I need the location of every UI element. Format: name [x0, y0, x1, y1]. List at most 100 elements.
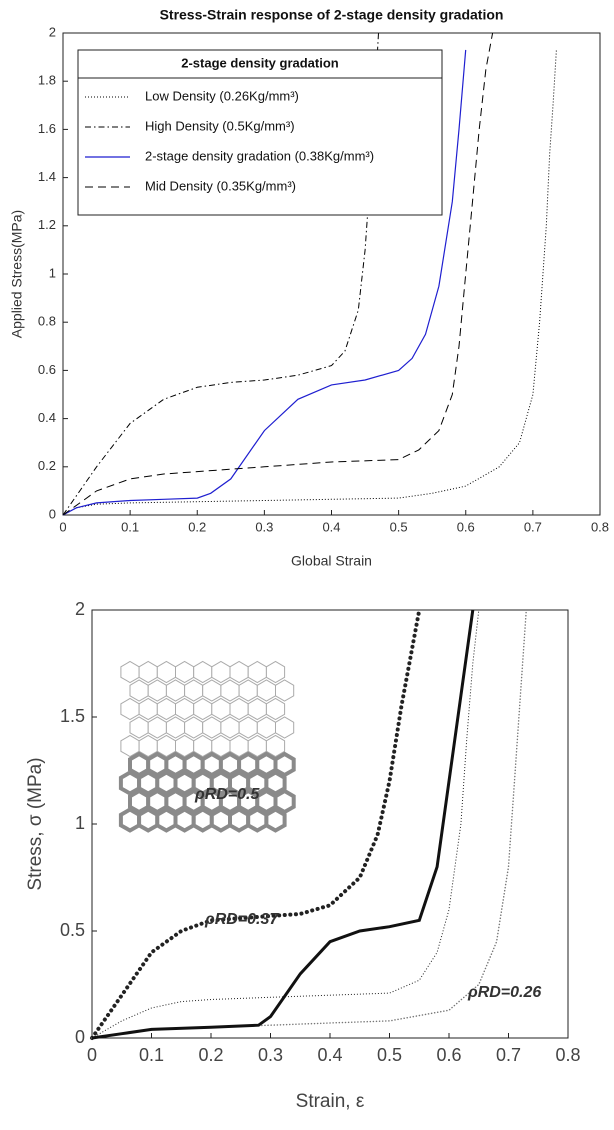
honeycomb-cell — [220, 679, 240, 702]
legend-label: 2-stage density gradation (0.38Kg/mm³) — [145, 148, 374, 163]
honeycomb-cell — [275, 679, 295, 702]
honeycomb-cell — [184, 716, 204, 739]
honeycomb-cell — [129, 716, 149, 739]
honeycomb-cell — [264, 770, 287, 796]
honeycomb-cell — [228, 807, 251, 833]
honeycomb-cell — [137, 807, 160, 833]
honeycomb-cell — [202, 679, 222, 702]
honeycomb-cell — [273, 751, 296, 778]
y-tick-label: 1 — [75, 813, 85, 833]
x-tick-label: 0.8 — [591, 519, 609, 534]
honeycomb-cell — [165, 716, 186, 739]
honeycomb-cell — [264, 807, 287, 833]
y-tick-label: 0.4 — [38, 410, 56, 425]
legend-label: Low Density (0.26Kg/mm³) — [145, 88, 299, 103]
series-line — [62, 49, 557, 516]
x-tick-label: 0.5 — [390, 519, 408, 534]
honeycomb-cell — [129, 679, 149, 702]
honeycomb-cell — [147, 716, 167, 739]
x-tick-label: 0.4 — [317, 1045, 342, 1065]
y-tick-label: 0.6 — [38, 362, 56, 377]
x-tick-label: 0.8 — [555, 1045, 580, 1065]
honeycomb-cell — [184, 679, 204, 702]
honeycomb-cell — [238, 716, 258, 739]
x-tick-label: 0.6 — [436, 1045, 461, 1065]
y-tick-label: 0 — [49, 506, 56, 521]
x-axis-label: Strain, ε — [296, 1091, 365, 1112]
x-tick-label: 0.6 — [457, 519, 475, 534]
legend-label: Mid Density (0.35Kg/mm³) — [145, 178, 296, 193]
honeycomb-cell — [118, 807, 142, 833]
x-tick-label: 0.1 — [121, 519, 139, 534]
y-tick-label: 1.5 — [60, 706, 85, 726]
honeycomb-cell — [238, 679, 258, 702]
honeycomb-cell — [265, 734, 286, 758]
honeycomb-cell — [256, 716, 276, 739]
honeycomb-cell — [229, 660, 249, 684]
series-line — [62, 49, 467, 516]
honeycomb-cell — [173, 807, 196, 833]
x-tick-label: 0 — [59, 519, 66, 534]
honeycomb-cell — [191, 807, 214, 833]
y-axis-label: Stress, σ (MPa) — [25, 757, 46, 890]
honeycomb-cell — [209, 807, 232, 833]
honeycomb-cell — [256, 679, 276, 702]
y-tick-label: 1.4 — [38, 169, 56, 184]
honeycomb-cell — [229, 697, 249, 721]
honeycomb-cell — [138, 660, 158, 684]
honeycomb-cell — [275, 716, 295, 739]
honeycomb-cell — [246, 807, 269, 833]
x-tick-label: 0.2 — [188, 519, 206, 534]
x-tick-label: 0.3 — [255, 519, 273, 534]
y-tick-label: 2 — [75, 599, 85, 619]
legend-label: High Density (0.5Kg/mm³) — [145, 118, 295, 133]
annotation: ρRD=0.26 — [467, 984, 541, 1001]
honeycomb-cell — [165, 679, 186, 702]
x-tick-label: 0.3 — [258, 1045, 283, 1065]
y-tick-label: 0.8 — [38, 314, 56, 329]
honeycomb-cell — [220, 716, 240, 739]
honeycomb-cell — [247, 697, 267, 721]
chart-title: Stress-Strain response of 2-stage densit… — [160, 7, 504, 23]
annotation: ρRD=0.5 — [194, 786, 260, 803]
honeycomb-cell — [193, 697, 213, 721]
honeycomb-cell — [175, 660, 195, 684]
honeycomb-cell — [120, 660, 140, 684]
y-tick-label: 0.2 — [38, 458, 56, 473]
y-tick-label: 2 — [49, 24, 56, 39]
series-line — [62, 32, 494, 516]
series-line — [62, 32, 379, 516]
x-tick-label: 0.2 — [198, 1045, 223, 1065]
honeycomb-cell — [273, 788, 296, 815]
honeycomb-cell — [120, 697, 140, 721]
annotation: ρRD=0.37 — [204, 911, 279, 928]
x-tick-label: 0 — [87, 1045, 97, 1065]
honeycomb-cell — [156, 697, 176, 721]
y-axis-label: Applied Stress(MPa) — [9, 210, 25, 338]
y-tick-label: 1.8 — [38, 73, 56, 88]
honeycomb-cell — [211, 660, 231, 684]
x-tick-label: 0.7 — [496, 1045, 521, 1065]
y-tick-label: 0.5 — [60, 920, 85, 940]
honeycomb-cell — [193, 660, 213, 684]
honeycomb-cell — [202, 716, 222, 739]
honeycomb-cell — [265, 697, 286, 721]
y-tick-label: 0 — [75, 1027, 85, 1047]
honeycomb-cell — [211, 697, 231, 721]
series-line — [90, 608, 422, 1040]
x-tick-label: 0.4 — [322, 519, 340, 534]
honeycomb-cell — [155, 807, 178, 833]
y-tick-label: 1 — [49, 265, 56, 280]
honeycomb-cell — [247, 660, 267, 684]
honeycomb-cell — [156, 660, 176, 684]
x-axis-label: Global Strain — [291, 553, 372, 569]
x-tick-label: 0.1 — [139, 1045, 164, 1065]
honeycomb-cell — [265, 660, 286, 684]
x-tick-label: 0.7 — [524, 519, 542, 534]
legend-title: 2-stage density gradation — [181, 55, 339, 70]
honeycomb-cell — [147, 679, 167, 702]
x-tick-label: 0.5 — [377, 1045, 402, 1065]
honeycomb-cell — [175, 697, 195, 721]
series-line — [91, 609, 475, 1040]
